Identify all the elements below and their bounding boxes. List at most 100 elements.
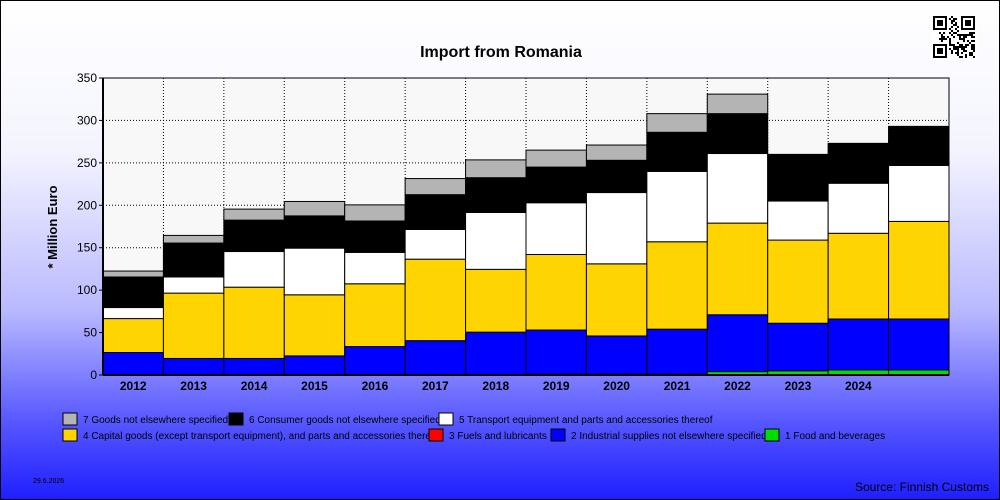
y-tick-label: 300: [77, 113, 97, 127]
bar-segment: [223, 286, 285, 359]
x-tick-label: 2013: [180, 379, 207, 393]
x-tick-label: 2015: [301, 379, 328, 393]
bar-segment: [706, 93, 769, 115]
bar-segment: [888, 125, 950, 166]
legend-label: 1 Food and beverages: [785, 431, 885, 442]
bar-segment: [706, 222, 769, 316]
legend-label: 7 Goods not elsewhere specified: [83, 415, 228, 426]
footer-date: 29.6.2026: [33, 478, 64, 485]
bar-segment: [404, 178, 467, 196]
bar-segment: [404, 228, 467, 260]
legend-swatch: [62, 428, 78, 442]
bar-segment: [404, 340, 467, 376]
legend-swatch: [62, 412, 78, 426]
bar-segment: [102, 276, 164, 309]
x-tick-label: 2023: [785, 379, 812, 393]
legend-label: 2 Industrial supplies not elsewhere spec…: [571, 431, 767, 442]
bar-segment: [465, 211, 527, 270]
bar-segment: [706, 153, 769, 224]
legend-swatch: [550, 428, 566, 442]
bar-segment: [585, 144, 648, 161]
y-tick-label: 200: [77, 198, 97, 212]
legend-label: 6 Consumer goods not elsewhere specified: [249, 415, 441, 426]
bar-segment: [646, 131, 708, 172]
bar-segment: [344, 346, 406, 376]
bar-segment: [344, 220, 406, 253]
y-tick-label: 0: [90, 368, 97, 382]
y-tick-label: 150: [77, 241, 97, 255]
bar-segment: [888, 220, 950, 320]
x-tick-label: 2016: [362, 379, 389, 393]
bar-segment: [525, 329, 587, 375]
chart-title: Import from Romania: [420, 44, 582, 61]
legend-label: 5 Transport equipment and parts and acce…: [459, 415, 713, 426]
bar-segment: [102, 318, 164, 354]
bar-segment: [767, 153, 829, 202]
x-tick-label: 2014: [241, 379, 268, 393]
bar-segment: [827, 232, 890, 320]
bar-segment: [706, 314, 769, 373]
bar-segment: [646, 241, 708, 330]
x-axis-ticks: 2012 2013 2014 2015 2016 2017 2018 2019 2020 2021…: [120, 379, 872, 393]
y-tick-label: 250: [77, 156, 97, 170]
bar-segment: [344, 283, 406, 348]
bar-segment: [585, 192, 648, 265]
bar-segment: [888, 318, 950, 371]
x-tick-label: 2019: [543, 379, 570, 393]
bar-segment: [465, 268, 527, 333]
bar-segment: [283, 247, 346, 296]
x-tick-label: 2021: [664, 379, 691, 393]
bar-segment: [767, 200, 829, 241]
bar-segment: [283, 294, 346, 357]
axes: [102, 77, 950, 376]
bar-segment: [585, 263, 648, 337]
bar-segment: [646, 113, 708, 133]
bar-segment: [344, 251, 406, 285]
bar-segment: [465, 159, 527, 179]
bar-segment: [283, 355, 346, 376]
bar-segment: [646, 328, 708, 375]
source-note: Source: Finnish Customs: [855, 480, 989, 494]
bar-segment: [888, 164, 950, 222]
bar-segment: [827, 142, 890, 184]
bar-segment: [283, 200, 346, 217]
bar-segment: [102, 307, 164, 320]
bar-segment: [767, 239, 829, 324]
bar-segment: [525, 202, 587, 256]
bar-segment: [646, 170, 708, 243]
legend-label: 4 Capital goods (except transport equipm…: [83, 431, 440, 442]
y-axis-label: * Million Euro: [45, 185, 60, 268]
legend-swatch: [428, 428, 444, 442]
x-tick-label: 2018: [482, 379, 509, 393]
x-tick-label: 2024: [845, 379, 872, 393]
bar-segment: [465, 177, 527, 213]
bar-segment: [162, 357, 225, 376]
legend-swatch: [764, 428, 780, 442]
bar-segment: [465, 331, 527, 376]
bar-segment: [525, 254, 587, 331]
bar-segment: [525, 166, 587, 204]
legend-label: 3 Fuels and lubricants: [449, 431, 547, 442]
bar-segment: [525, 149, 587, 168]
bar-segment: [827, 318, 890, 371]
y-tick-label: 50: [84, 326, 98, 340]
y-tick-label: 100: [77, 283, 97, 297]
bar-segment: [827, 182, 890, 234]
bar-segment: [767, 322, 829, 372]
bar-segment: [344, 204, 406, 222]
x-tick-label: 2017: [422, 379, 449, 393]
bar-segment: [223, 208, 285, 221]
bar-segment: [162, 292, 225, 359]
bar-segment: [404, 194, 467, 230]
legend-swatch: [438, 412, 454, 426]
bar-segment: [162, 242, 225, 278]
x-tick-label: 2022: [724, 379, 751, 393]
y-tick-label: 350: [77, 71, 97, 85]
bar-segment: [585, 159, 648, 194]
bar-segment: [102, 352, 164, 376]
bar-segment: [706, 113, 769, 155]
qr-code-icon: [931, 15, 977, 59]
bar-segment: [162, 276, 225, 294]
